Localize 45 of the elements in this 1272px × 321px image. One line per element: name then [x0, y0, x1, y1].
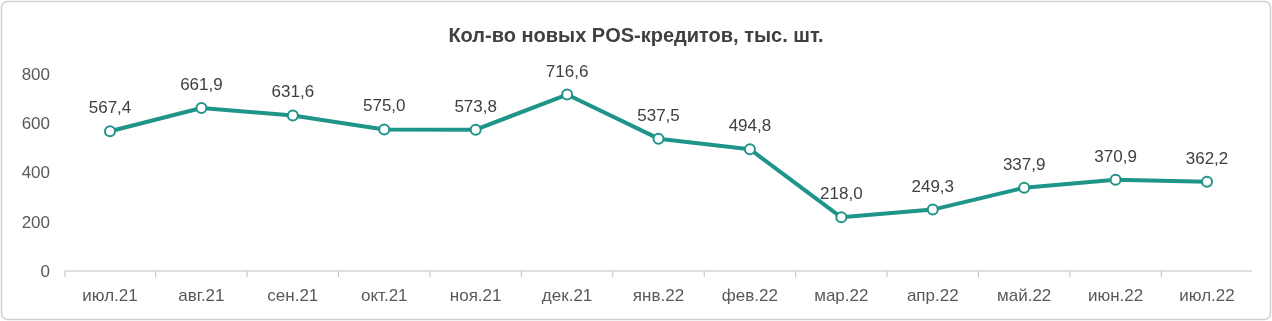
- point: [743, 143, 756, 156]
- x-tick-label: май.22: [997, 286, 1052, 305]
- point: [1109, 173, 1122, 186]
- data-label: 575,0: [362, 96, 406, 116]
- y-tick-label: 0: [40, 261, 50, 281]
- point: [286, 109, 299, 122]
- point: [378, 123, 391, 136]
- data-label: 249,3: [911, 176, 955, 196]
- point: [195, 102, 208, 115]
- point: [1201, 175, 1213, 188]
- point: [835, 211, 848, 224]
- data-label: 362,2: [1185, 148, 1229, 168]
- point: [469, 123, 482, 136]
- data-label: 661,9: [180, 75, 223, 95]
- point: [561, 88, 574, 101]
- data-label: 537,5: [637, 105, 680, 125]
- y-tick-label: 200: [21, 212, 50, 232]
- x-tick-label: сен.21: [267, 286, 319, 305]
- x-tick-label: апр.22: [906, 286, 959, 305]
- x-tick-label: июн.22: [1087, 286, 1144, 305]
- data-label: 716,6: [545, 61, 589, 81]
- x-tick-label: ноя.21: [449, 286, 502, 305]
- x-tick-label: фев.22: [721, 286, 778, 305]
- y-tick-label: 800: [21, 64, 50, 84]
- x-tick-label: июл.21: [82, 286, 138, 305]
- x-tick-label: июл.22: [1179, 286, 1235, 305]
- x-tick-label: янв.22: [632, 286, 685, 305]
- data-label: 218,0: [820, 184, 863, 204]
- x-tick-label: авг.21: [178, 286, 225, 305]
- data-label: 370,9: [1094, 146, 1137, 166]
- data-label: 337,9: [1002, 154, 1046, 174]
- y-tick-label: 400: [21, 163, 50, 183]
- point: [1018, 181, 1031, 194]
- data-label: 573,8: [454, 96, 497, 116]
- point: [104, 125, 116, 138]
- x-tick-label: мар.22: [814, 286, 869, 305]
- data-label: 631,6: [271, 82, 315, 102]
- x-tick-label: дек.21: [541, 286, 593, 305]
- data-label: 494,8: [728, 116, 772, 136]
- point: [926, 203, 939, 216]
- y-tick-label: 600: [21, 114, 50, 134]
- point: [652, 132, 665, 145]
- data-label: 567,4: [88, 98, 132, 118]
- x-tick-label: окт.21: [360, 286, 408, 305]
- chart-title: Кол-во новых POS-кредитов, тыс. шт.: [448, 24, 824, 46]
